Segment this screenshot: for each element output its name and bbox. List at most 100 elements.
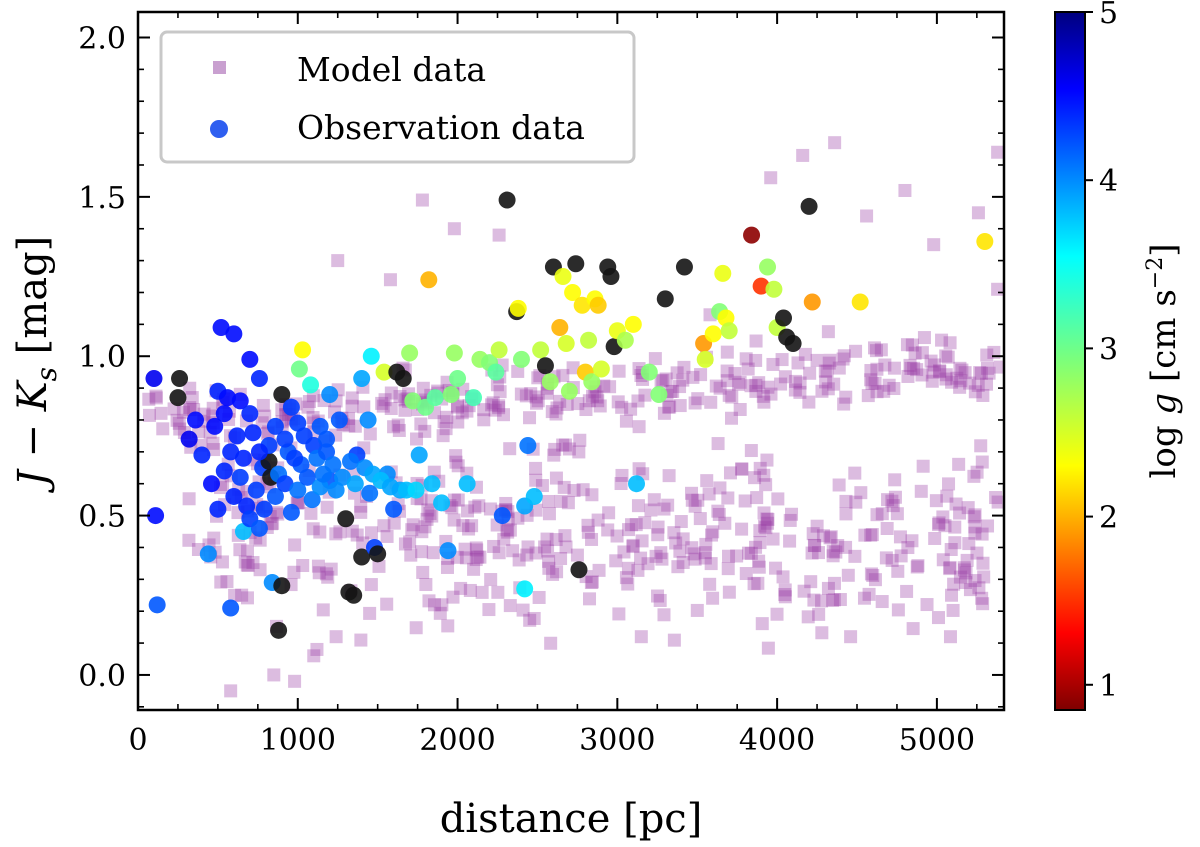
model-data-point	[654, 374, 668, 388]
model-data-point	[972, 581, 986, 595]
observation-data-point	[266, 487, 284, 505]
observation-data-point	[215, 405, 233, 423]
y-tick-label: 1.5	[78, 181, 126, 216]
observation-data-point	[337, 510, 355, 528]
model-data-point	[182, 492, 196, 506]
observation-data-point	[573, 296, 591, 314]
model-data-point	[364, 526, 378, 540]
model-data-point	[405, 523, 419, 537]
model-data-point	[631, 499, 645, 513]
model-data-point	[822, 356, 836, 370]
model-data-point	[610, 529, 624, 543]
model-data-point	[691, 392, 705, 406]
model-data-point	[241, 558, 255, 572]
observation-data-point	[311, 478, 329, 496]
observation-data-point	[551, 319, 569, 337]
observation-data-point	[353, 548, 371, 566]
model-data-point	[549, 471, 563, 485]
model-data-point	[804, 575, 818, 589]
model-data-point	[667, 526, 681, 540]
observation-data-point	[490, 341, 508, 359]
model-data-point	[488, 403, 502, 417]
observation-data-point	[583, 373, 601, 391]
model-data-point	[973, 366, 987, 380]
observation-data-point	[276, 475, 294, 493]
observation-data-point	[202, 475, 220, 493]
model-data-point	[422, 594, 436, 608]
model-data-point	[541, 494, 555, 508]
model-data-point	[553, 394, 567, 408]
model-data-point	[898, 183, 912, 197]
model-data-point	[631, 394, 645, 408]
model-data-point	[435, 598, 449, 612]
model-data-point	[621, 577, 635, 591]
model-data-point	[807, 538, 821, 552]
model-data-point	[529, 390, 543, 404]
observation-data-point	[675, 258, 693, 276]
model-data-point	[473, 550, 487, 564]
observation-data-point	[231, 468, 249, 486]
model-data-point	[547, 448, 561, 462]
model-data-point	[750, 491, 764, 505]
observation-data-point	[714, 264, 732, 282]
y-axis-ticks: 0.0 0.5 1.0 1.5 2.0	[78, 21, 1004, 708]
model-data-point	[808, 539, 822, 553]
model-data-point	[493, 385, 507, 399]
model-data-point	[960, 553, 974, 567]
model-data-point	[556, 438, 570, 452]
model-data-point	[927, 358, 941, 372]
observation-data-point	[206, 417, 224, 435]
model-data-point	[560, 397, 574, 411]
model-data-point	[585, 532, 599, 546]
model-data-point	[869, 344, 883, 358]
colorbar-tick-label: 3	[1099, 332, 1118, 367]
model-data-point	[735, 522, 749, 536]
model-data-point	[962, 537, 976, 551]
model-data-point	[419, 578, 433, 592]
observation-data-point	[327, 481, 345, 499]
observation-data-point	[228, 427, 246, 445]
colorbar-gradient	[1054, 11, 1086, 711]
model-data-point	[492, 546, 506, 560]
model-data-point	[704, 395, 718, 409]
x-tick-label: 2000	[419, 723, 495, 758]
model-data-point	[967, 469, 981, 483]
model-data-point	[761, 641, 775, 655]
x-axis-label: distance [pc]	[440, 796, 703, 842]
model-data-point	[945, 588, 959, 602]
model-data-point	[458, 542, 472, 556]
model-data-point	[612, 364, 626, 378]
model-data-point	[520, 548, 534, 562]
model-data-point	[864, 528, 878, 542]
model-data-point	[749, 353, 763, 367]
model-data-point	[991, 495, 1004, 509]
model-data-point	[759, 478, 773, 492]
model-data-point	[875, 507, 889, 521]
model-data-point	[311, 559, 325, 573]
observation-data-point	[225, 487, 243, 505]
model-data-point	[950, 371, 964, 385]
model-data-point	[891, 564, 905, 578]
observation-data-point	[286, 449, 304, 467]
observation-data-point	[218, 389, 236, 407]
model-data-point	[585, 575, 599, 589]
model-data-point	[333, 525, 347, 539]
observation-data-point	[717, 309, 735, 327]
observation-data-point	[241, 350, 259, 368]
x-tick-label: 1000	[260, 723, 336, 758]
model-data-point	[387, 420, 401, 434]
model-data-point	[957, 561, 971, 575]
model-data-point	[967, 510, 981, 524]
model-data-point	[815, 626, 829, 640]
model-data-point	[651, 520, 665, 534]
model-data-point	[974, 366, 988, 380]
model-data-point	[812, 607, 826, 621]
model-data-point	[791, 356, 805, 370]
model-data-point	[753, 461, 767, 475]
model-data-point	[590, 390, 604, 404]
model-data-point	[819, 375, 833, 389]
model-data-point	[142, 392, 156, 406]
model-data-point	[414, 417, 428, 431]
model-data-point	[570, 548, 584, 562]
model-data-point	[451, 400, 465, 414]
